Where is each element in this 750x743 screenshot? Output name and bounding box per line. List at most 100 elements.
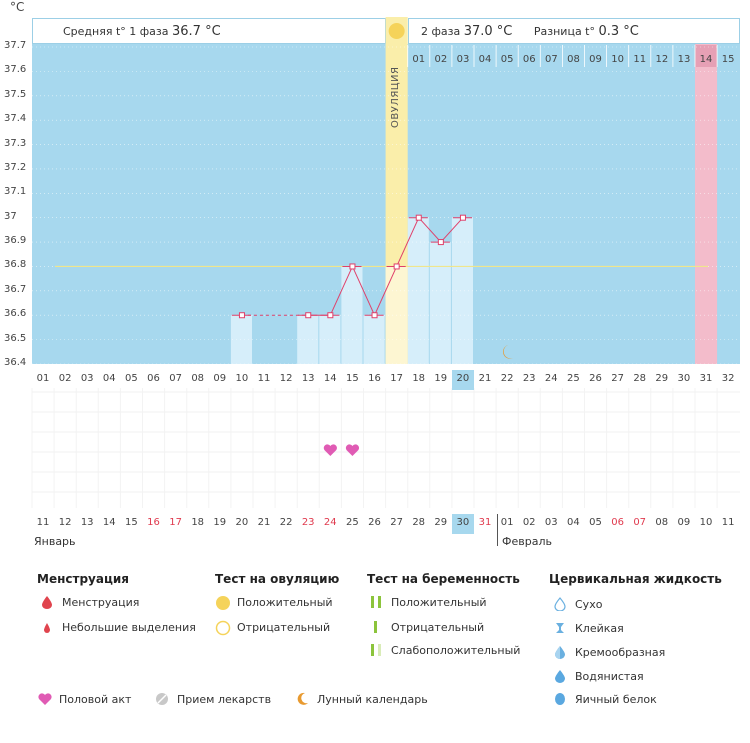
circle-negative-icon xyxy=(215,620,231,636)
calendar-day-label[interactable]: 12 xyxy=(58,517,72,528)
calendar-day-label[interactable]: 30 xyxy=(451,514,474,534)
cycle-day-label[interactable]: 02 xyxy=(58,373,72,384)
cycle-day-label[interactable]: 09 xyxy=(213,373,227,384)
cycle-day-label[interactable]: 23 xyxy=(522,373,536,384)
cycle-day-label[interactable]: 16 xyxy=(368,373,381,384)
y-tick-label: 36.9 xyxy=(4,235,27,247)
legend-medication: Прием лекарств xyxy=(155,692,271,706)
diff-label: Разница t° xyxy=(533,25,595,38)
calendar-day-label[interactable]: 19 xyxy=(213,517,227,528)
calendar-day-label[interactable]: 11 xyxy=(721,517,735,528)
second-phase-day-label: 13 xyxy=(678,54,691,65)
calendar-day-label[interactable]: 28 xyxy=(412,517,426,528)
calendar-day-label[interactable]: 29 xyxy=(434,517,448,528)
calendar-day-label[interactable]: 26 xyxy=(368,517,381,528)
temp-bar xyxy=(429,242,451,364)
cycle-day-label[interactable]: 27 xyxy=(611,373,624,384)
ovulation-label-text: ОВУЛЯЦИЯ xyxy=(390,66,401,129)
second-phase-day-label: 02 xyxy=(434,54,447,65)
one-line-icon xyxy=(369,620,383,634)
calendar-day-label[interactable]: 20 xyxy=(235,517,249,528)
legend-spotting-label: Небольшие выделения xyxy=(62,620,196,634)
cycle-day-label[interactable]: 19 xyxy=(434,373,448,384)
cycle-day-label[interactable]: 14 xyxy=(323,373,337,384)
calendar-day-label[interactable]: 01 xyxy=(500,517,514,528)
two-lines-icon xyxy=(369,595,383,609)
temp-point xyxy=(459,214,466,221)
temp-bar xyxy=(363,315,385,364)
calendar-day-label[interactable]: 05 xyxy=(589,517,602,528)
calendar-day-label[interactable]: 18 xyxy=(191,517,205,528)
cycle-day-label[interactable]: 13 xyxy=(301,373,315,384)
legend-cervical-watery-label: Водянистая xyxy=(575,669,644,683)
legend-ovulation-negative: Отрицательный xyxy=(215,620,330,636)
cycle-day-label[interactable]: 01 xyxy=(36,373,50,384)
calendar-day-label[interactable]: 08 xyxy=(655,517,669,528)
phase1-summary: Средняя t° 1 фаза 36.7 °C xyxy=(32,18,386,44)
calendar-day-label[interactable]: 07 xyxy=(633,517,647,528)
temp-point xyxy=(305,312,312,319)
cycle-day-label[interactable]: 17 xyxy=(390,373,403,384)
cycle-day-label[interactable]: 32 xyxy=(721,373,735,384)
phase2-summary: 2 фаза 37.0 °C Разница t° 0.3 °C xyxy=(408,18,740,44)
legend-menstruation-label: Менструация xyxy=(62,595,140,609)
second-phase-day-label: 12 xyxy=(655,54,668,65)
cycle-day-label[interactable]: 28 xyxy=(633,373,647,384)
calendar-day-label[interactable]: 16 xyxy=(147,517,160,528)
calendar-day-label[interactable]: 14 xyxy=(102,517,116,528)
temp-bar xyxy=(407,217,429,364)
legend-cervical-dry: Сухо xyxy=(553,597,602,612)
cycle-day-label[interactable]: 20 xyxy=(451,370,474,390)
calendar-day-label[interactable]: 06 xyxy=(611,517,624,528)
cycle-day-label[interactable]: 15 xyxy=(346,373,359,384)
faint-lines-icon xyxy=(369,643,383,657)
cycle-day-label[interactable]: 26 xyxy=(589,373,602,384)
cycle-day-label[interactable]: 30 xyxy=(677,373,691,384)
calendar-day-label[interactable]: 04 xyxy=(567,517,580,528)
cycle-day-label[interactable]: 12 xyxy=(279,373,293,384)
calendar-day-label[interactable]: 21 xyxy=(257,517,271,528)
period-column xyxy=(695,44,718,364)
calendar-day-label[interactable]: 31 xyxy=(478,517,492,528)
y-tick-label: 36.4 xyxy=(4,357,27,368)
cycle-day-label[interactable]: 21 xyxy=(478,373,492,384)
legend-intercourse-label: Половой акт xyxy=(59,692,132,706)
calendar-day-label[interactable]: 22 xyxy=(279,517,293,528)
calendar-day-label[interactable]: 09 xyxy=(677,517,691,528)
calendar-day-label[interactable]: 11 xyxy=(36,517,50,528)
calendar-day-label[interactable]: 25 xyxy=(346,517,359,528)
cycle-day-label[interactable]: 11 xyxy=(257,373,271,384)
calendar-day-label[interactable]: 23 xyxy=(301,517,315,528)
calendar-day-label[interactable]: 02 xyxy=(522,517,536,528)
second-phase-day-label: 05 xyxy=(501,54,514,65)
cycle-day-label[interactable]: 04 xyxy=(102,373,116,384)
legend-cervical-watery: Водянистая xyxy=(553,669,644,683)
cycle-day-label[interactable]: 31 xyxy=(699,373,713,384)
calendar-day-label[interactable]: 03 xyxy=(544,517,558,528)
cycle-day-label[interactable]: 29 xyxy=(655,373,669,384)
y-tick-label: 37.2 xyxy=(4,161,27,173)
cycle-day-label[interactable]: 06 xyxy=(147,373,160,384)
second-phase-day-label: 14 xyxy=(700,54,713,65)
cycle-day-label[interactable]: 22 xyxy=(500,373,514,384)
y-tick-label: 37.4 xyxy=(4,113,27,125)
second-phase-day-label: 01 xyxy=(412,54,425,65)
cycle-day-label[interactable]: 18 xyxy=(412,373,426,384)
legend-cervical-eggwhite-label: Яичный белок xyxy=(575,692,657,706)
cycle-day-label[interactable]: 03 xyxy=(80,373,94,384)
cycle-day-label[interactable]: 08 xyxy=(191,373,205,384)
y-tick-label: 37.1 xyxy=(4,186,27,198)
legend-cervical-title: Цервикальная жидкость xyxy=(549,572,722,586)
temp-line-segment xyxy=(396,217,420,267)
calendar-day-label[interactable]: 10 xyxy=(699,517,713,528)
cycle-day-label[interactable]: 25 xyxy=(567,373,580,384)
cycle-day-label[interactable]: 07 xyxy=(169,373,182,384)
cycle-day-label[interactable]: 05 xyxy=(125,373,138,384)
calendar-day-label[interactable]: 24 xyxy=(323,517,337,528)
calendar-day-label[interactable]: 15 xyxy=(125,517,138,528)
cycle-day-label[interactable]: 24 xyxy=(544,373,558,384)
calendar-day-label[interactable]: 13 xyxy=(80,517,94,528)
cycle-day-label[interactable]: 10 xyxy=(235,373,249,384)
calendar-day-label[interactable]: 27 xyxy=(390,517,403,528)
calendar-day-label[interactable]: 17 xyxy=(169,517,182,528)
